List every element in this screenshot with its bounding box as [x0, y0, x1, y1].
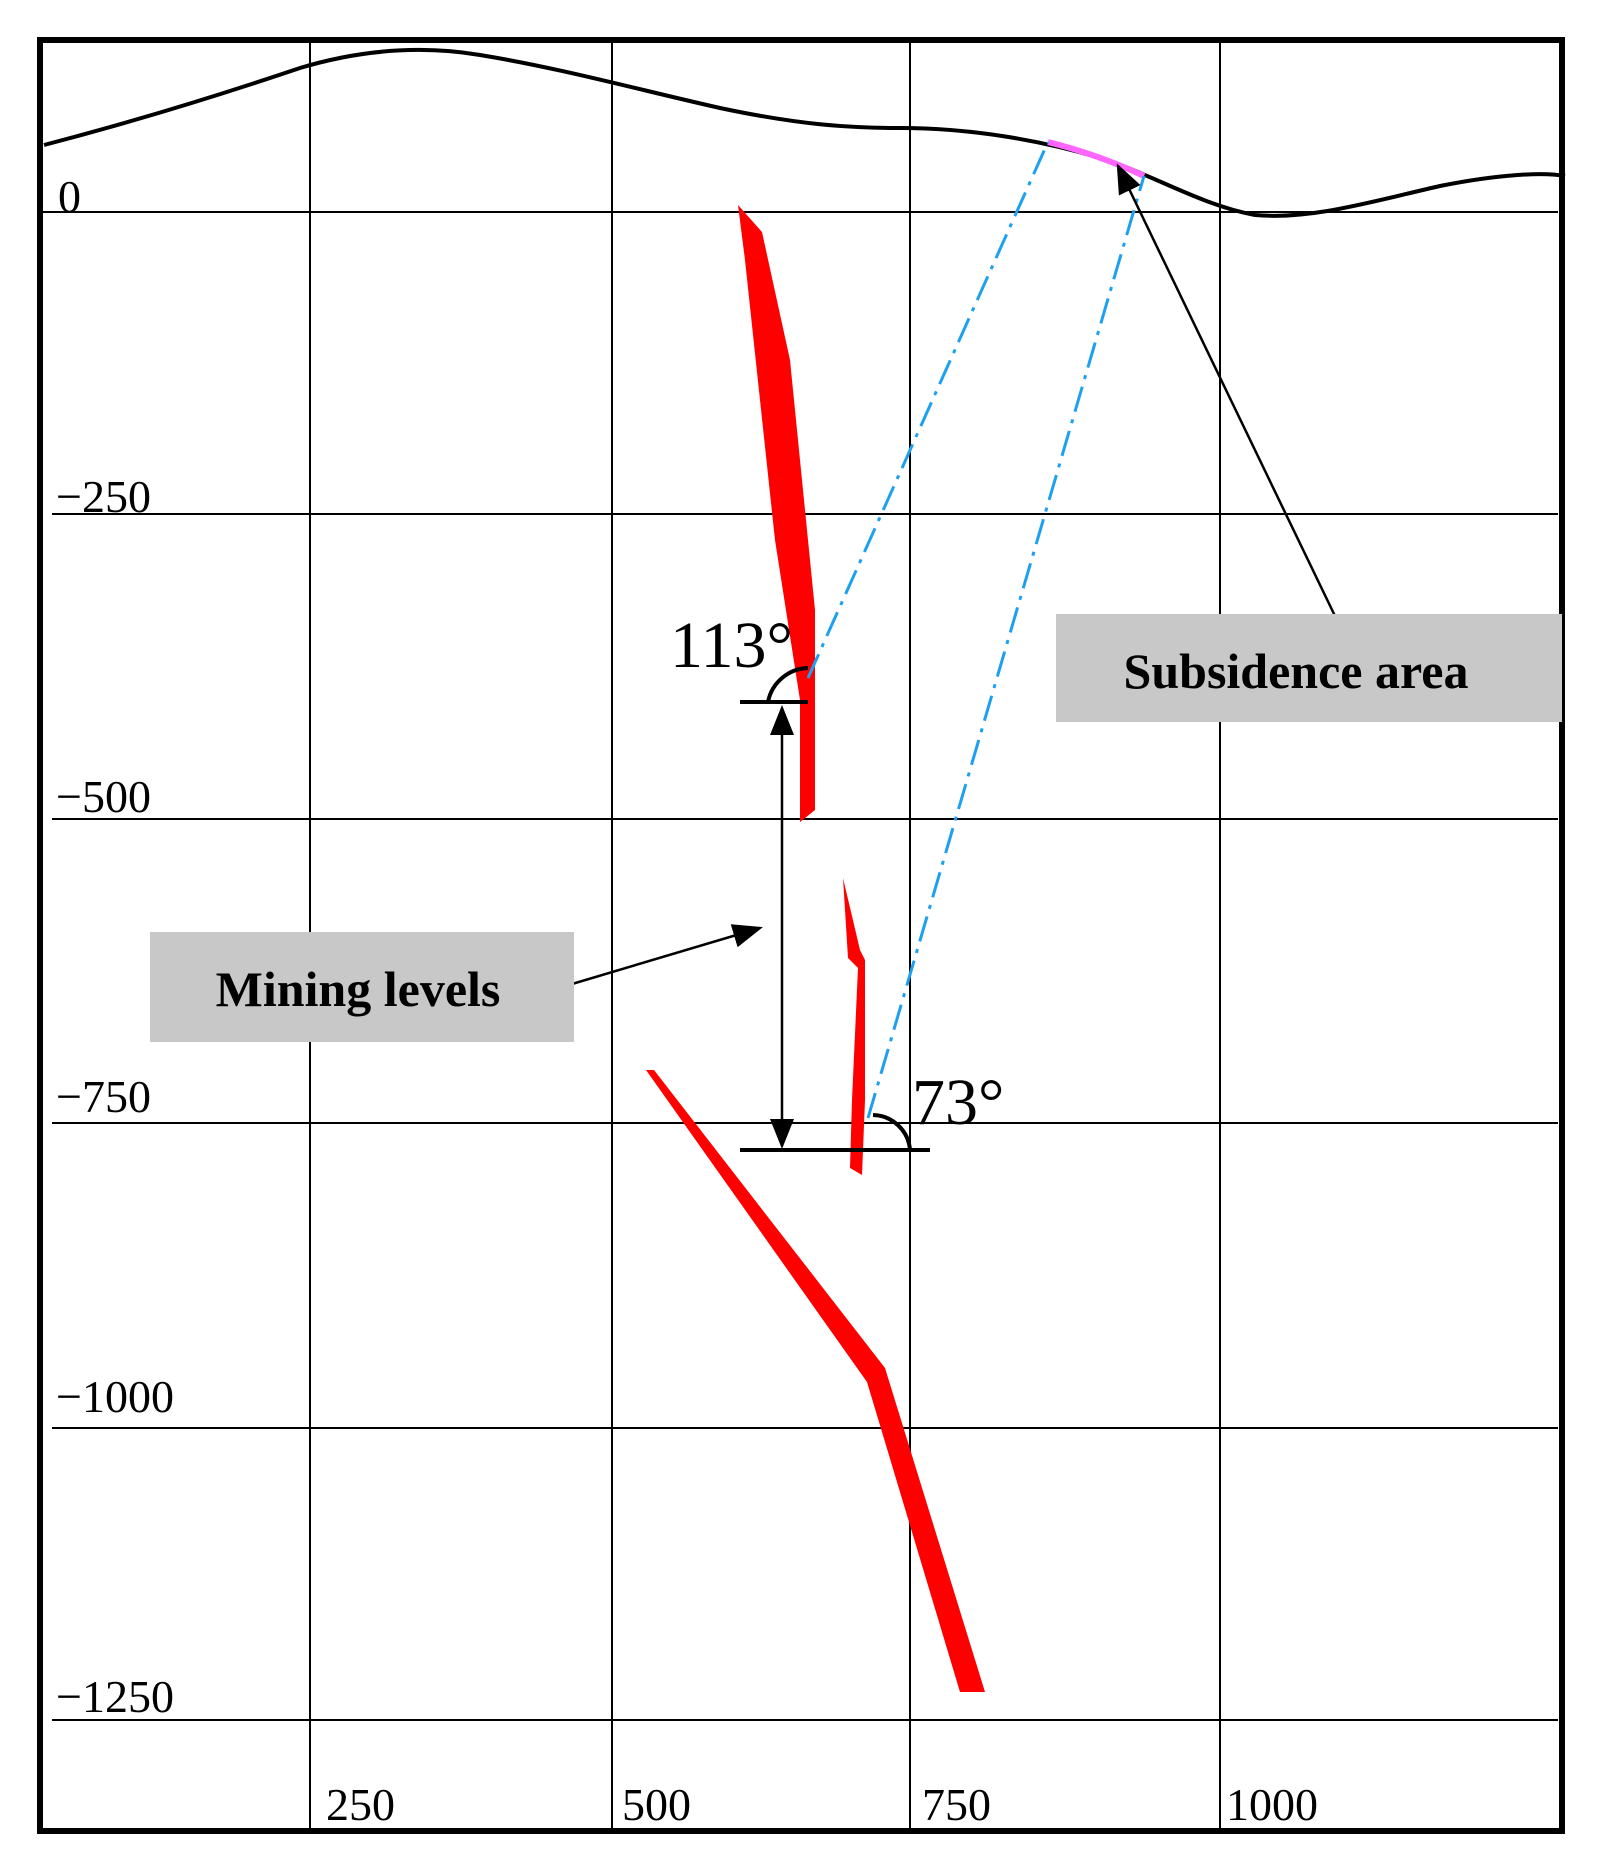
plot-frame — [37, 37, 1565, 1834]
projection-line-lower — [866, 175, 1146, 1119]
subsidence-callout-leader — [1116, 163, 1337, 617]
projection-line-upper — [806, 141, 1050, 679]
y-tick-label: −250 — [56, 471, 151, 522]
projection-lines — [806, 141, 1146, 1119]
angle-label-lower: 73° — [912, 1066, 1004, 1139]
angle-label-upper: 113° — [670, 609, 793, 682]
subsidence-surface-segment — [1047, 139, 1146, 179]
y-tick-label: 0 — [58, 171, 81, 222]
ore-body-middle — [843, 878, 865, 1175]
subsidence-label: Subsidence area — [1124, 643, 1469, 699]
grid-horizontal — [40, 211, 1558, 1721]
y-tick-label: −1000 — [56, 1371, 174, 1422]
y-tick-label: −500 — [56, 771, 151, 822]
angle-arc-lower — [872, 1113, 912, 1151]
x-tick-label: 500 — [622, 1779, 691, 1830]
ore-body-upper — [738, 205, 815, 822]
x-tick-label: 1000 — [1226, 1779, 1318, 1830]
x-tick-label: 750 — [922, 1779, 991, 1830]
mining-label-box — [150, 932, 574, 1042]
angle-arc-upper — [766, 666, 809, 703]
x-tick-label: 250 — [326, 1779, 395, 1830]
y-tick-label: −1250 — [56, 1671, 174, 1722]
ground-surface-line — [43, 47, 1566, 218]
angle-marker-lower — [740, 1113, 930, 1152]
y-axis-labels: 0 −250 −500 −750 −1000 −1250 — [56, 171, 174, 1722]
ore-body-lower — [646, 1070, 985, 1692]
mining-callout-leader — [571, 924, 763, 986]
x-axis-labels: 250 500 750 1000 — [326, 1779, 1318, 1830]
ore-bodies — [646, 205, 985, 1692]
mining-label: Mining levels — [216, 961, 501, 1017]
y-tick-label: −750 — [56, 1071, 151, 1122]
subsidence-label-box — [1056, 614, 1562, 722]
angle-marker-upper — [740, 666, 809, 704]
